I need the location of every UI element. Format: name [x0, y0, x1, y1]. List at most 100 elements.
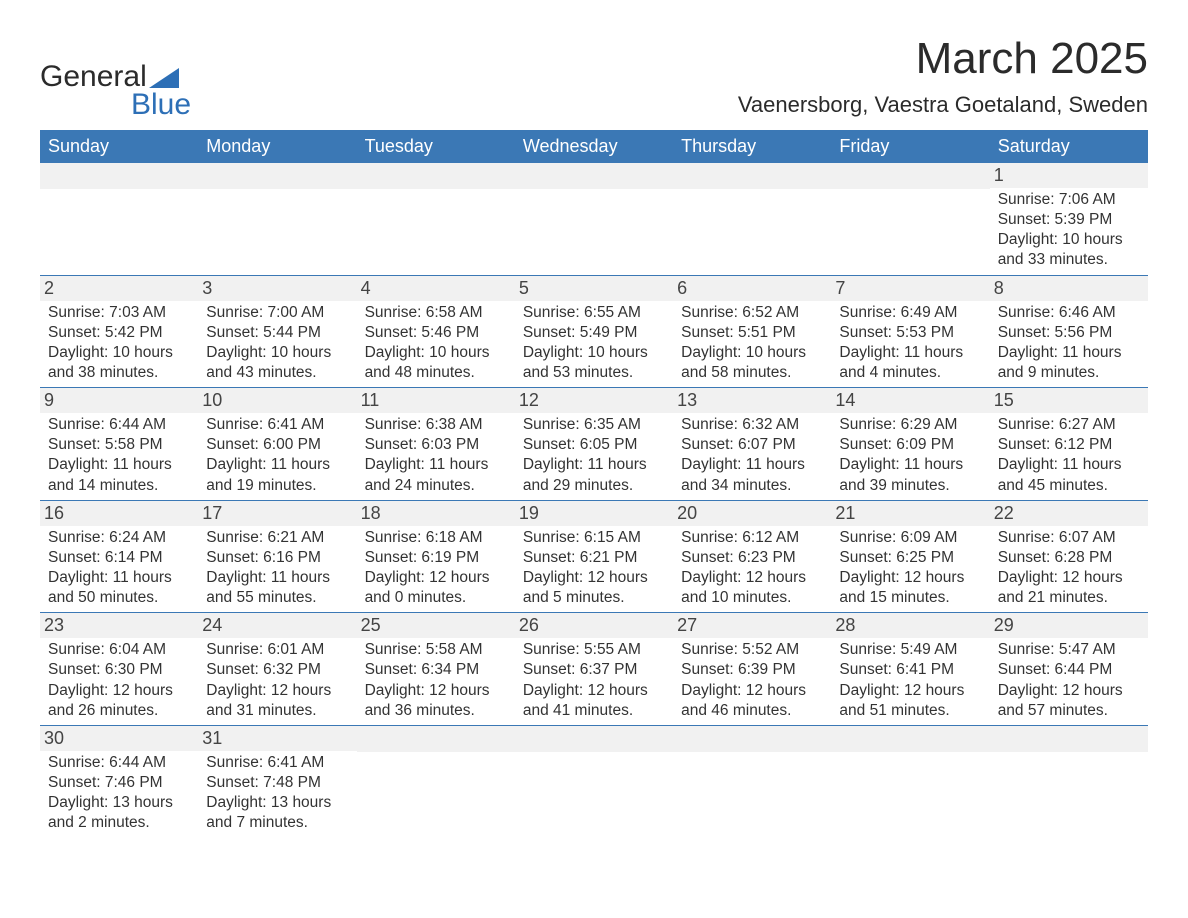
sunrise-line: Sunrise: 6:44 AM — [48, 415, 190, 435]
calendar-cell — [40, 163, 198, 275]
brand-logo: General Blue — [40, 60, 191, 122]
calendar-cell — [515, 725, 673, 837]
day-details: Sunrise: 6:01 AMSunset: 6:32 PMDaylight:… — [206, 640, 348, 721]
sunrise-line: Sunrise: 5:52 AM — [681, 640, 823, 660]
sunrise-line: Sunrise: 6:46 AM — [998, 303, 1140, 323]
daylight-line: Daylight: 10 hours and 48 minutes. — [365, 343, 507, 383]
calendar-cell: 11Sunrise: 6:38 AMSunset: 6:03 PMDayligh… — [357, 388, 515, 501]
day-number: 15 — [990, 388, 1148, 413]
sunset-line: Sunset: 6:05 PM — [523, 435, 665, 455]
sunset-line: Sunset: 5:49 PM — [523, 323, 665, 343]
sunset-line: Sunset: 6:30 PM — [48, 660, 190, 680]
day-details: Sunrise: 5:52 AMSunset: 6:39 PMDaylight:… — [681, 640, 823, 721]
sunrise-line: Sunrise: 6:29 AM — [839, 415, 981, 435]
calendar-cell: 21Sunrise: 6:09 AMSunset: 6:25 PMDayligh… — [831, 500, 989, 613]
day-number: 6 — [673, 276, 831, 301]
daylight-line: Daylight: 12 hours and 0 minutes. — [365, 568, 507, 608]
daylight-line: Daylight: 12 hours and 41 minutes. — [523, 681, 665, 721]
daylight-line: Daylight: 12 hours and 57 minutes. — [998, 681, 1140, 721]
sunset-line: Sunset: 5:46 PM — [365, 323, 507, 343]
sunset-line: Sunset: 5:51 PM — [681, 323, 823, 343]
day-details: Sunrise: 6:41 AMSunset: 6:00 PMDaylight:… — [206, 415, 348, 496]
calendar-cell — [515, 163, 673, 275]
sunset-line: Sunset: 6:23 PM — [681, 548, 823, 568]
sunrise-line: Sunrise: 6:49 AM — [839, 303, 981, 323]
daylight-line: Daylight: 12 hours and 51 minutes. — [839, 681, 981, 721]
calendar-cell — [673, 725, 831, 837]
calendar-cell: 26Sunrise: 5:55 AMSunset: 6:37 PMDayligh… — [515, 613, 673, 726]
day-number: 11 — [357, 388, 515, 413]
header-row: General Blue March 2025 Vaenersborg, Vae… — [40, 34, 1148, 122]
day-details: Sunrise: 6:29 AMSunset: 6:09 PMDaylight:… — [839, 415, 981, 496]
day-number: 28 — [831, 613, 989, 638]
sunset-line: Sunset: 6:44 PM — [998, 660, 1140, 680]
daylight-line: Daylight: 11 hours and 34 minutes. — [681, 455, 823, 495]
sunset-line: Sunset: 6:25 PM — [839, 548, 981, 568]
daylight-line: Daylight: 12 hours and 10 minutes. — [681, 568, 823, 608]
sunset-line: Sunset: 6:34 PM — [365, 660, 507, 680]
sunrise-line: Sunrise: 6:41 AM — [206, 415, 348, 435]
day-details: Sunrise: 6:44 AMSunset: 5:58 PMDaylight:… — [48, 415, 190, 496]
calendar-cell — [357, 163, 515, 275]
day-details: Sunrise: 6:44 AMSunset: 7:46 PMDaylight:… — [48, 753, 190, 834]
sunset-line: Sunset: 5:58 PM — [48, 435, 190, 455]
daylight-line: Daylight: 11 hours and 50 minutes. — [48, 568, 190, 608]
calendar-cell — [673, 163, 831, 275]
sunrise-line: Sunrise: 6:35 AM — [523, 415, 665, 435]
calendar-cell: 5Sunrise: 6:55 AMSunset: 5:49 PMDaylight… — [515, 275, 673, 388]
calendar-cell: 13Sunrise: 6:32 AMSunset: 6:07 PMDayligh… — [673, 388, 831, 501]
day-details: Sunrise: 6:41 AMSunset: 7:48 PMDaylight:… — [206, 753, 348, 834]
day-details: Sunrise: 6:07 AMSunset: 6:28 PMDaylight:… — [998, 528, 1140, 609]
calendar-cell: 23Sunrise: 6:04 AMSunset: 6:30 PMDayligh… — [40, 613, 198, 726]
calendar-week-row: 9Sunrise: 6:44 AMSunset: 5:58 PMDaylight… — [40, 388, 1148, 501]
day-number: 9 — [40, 388, 198, 413]
calendar-cell: 30Sunrise: 6:44 AMSunset: 7:46 PMDayligh… — [40, 725, 198, 837]
calendar-week-row: 1Sunrise: 7:06 AMSunset: 5:39 PMDaylight… — [40, 163, 1148, 275]
day-number — [357, 163, 515, 189]
calendar-cell: 10Sunrise: 6:41 AMSunset: 6:00 PMDayligh… — [198, 388, 356, 501]
day-number: 8 — [990, 276, 1148, 301]
sunset-line: Sunset: 6:12 PM — [998, 435, 1140, 455]
day-number: 30 — [40, 726, 198, 751]
day-number: 18 — [357, 501, 515, 526]
day-header: Saturday — [990, 130, 1148, 163]
sunrise-line: Sunrise: 5:47 AM — [998, 640, 1140, 660]
day-details: Sunrise: 6:12 AMSunset: 6:23 PMDaylight:… — [681, 528, 823, 609]
day-details: Sunrise: 6:38 AMSunset: 6:03 PMDaylight:… — [365, 415, 507, 496]
day-number — [515, 726, 673, 752]
sunset-line: Sunset: 6:16 PM — [206, 548, 348, 568]
daylight-line: Daylight: 11 hours and 19 minutes. — [206, 455, 348, 495]
day-number: 27 — [673, 613, 831, 638]
day-details: Sunrise: 6:35 AMSunset: 6:05 PMDaylight:… — [523, 415, 665, 496]
sunrise-line: Sunrise: 6:44 AM — [48, 753, 190, 773]
daylight-line: Daylight: 10 hours and 53 minutes. — [523, 343, 665, 383]
day-number: 2 — [40, 276, 198, 301]
sunrise-line: Sunrise: 6:04 AM — [48, 640, 190, 660]
daylight-line: Daylight: 11 hours and 4 minutes. — [839, 343, 981, 383]
day-details: Sunrise: 6:15 AMSunset: 6:21 PMDaylight:… — [523, 528, 665, 609]
calendar-cell: 31Sunrise: 6:41 AMSunset: 7:48 PMDayligh… — [198, 725, 356, 837]
day-details: Sunrise: 6:18 AMSunset: 6:19 PMDaylight:… — [365, 528, 507, 609]
day-number — [673, 163, 831, 189]
day-number: 3 — [198, 276, 356, 301]
calendar-cell: 15Sunrise: 6:27 AMSunset: 6:12 PMDayligh… — [990, 388, 1148, 501]
day-number: 23 — [40, 613, 198, 638]
brand-triangle-icon — [149, 68, 179, 88]
calendar-cell: 29Sunrise: 5:47 AMSunset: 6:44 PMDayligh… — [990, 613, 1148, 726]
calendar-cell — [198, 163, 356, 275]
sunrise-line: Sunrise: 6:32 AM — [681, 415, 823, 435]
calendar-cell: 28Sunrise: 5:49 AMSunset: 6:41 PMDayligh… — [831, 613, 989, 726]
day-number: 19 — [515, 501, 673, 526]
daylight-line: Daylight: 12 hours and 31 minutes. — [206, 681, 348, 721]
calendar-cell: 25Sunrise: 5:58 AMSunset: 6:34 PMDayligh… — [357, 613, 515, 726]
day-details: Sunrise: 6:52 AMSunset: 5:51 PMDaylight:… — [681, 303, 823, 384]
daylight-line: Daylight: 13 hours and 7 minutes. — [206, 793, 348, 833]
day-details: Sunrise: 5:47 AMSunset: 6:44 PMDaylight:… — [998, 640, 1140, 721]
calendar-cell: 6Sunrise: 6:52 AMSunset: 5:51 PMDaylight… — [673, 275, 831, 388]
sunrise-line: Sunrise: 6:21 AM — [206, 528, 348, 548]
calendar-cell: 16Sunrise: 6:24 AMSunset: 6:14 PMDayligh… — [40, 500, 198, 613]
day-header: Sunday — [40, 130, 198, 163]
day-number: 24 — [198, 613, 356, 638]
daylight-line: Daylight: 12 hours and 5 minutes. — [523, 568, 665, 608]
sunset-line: Sunset: 5:39 PM — [998, 210, 1140, 230]
